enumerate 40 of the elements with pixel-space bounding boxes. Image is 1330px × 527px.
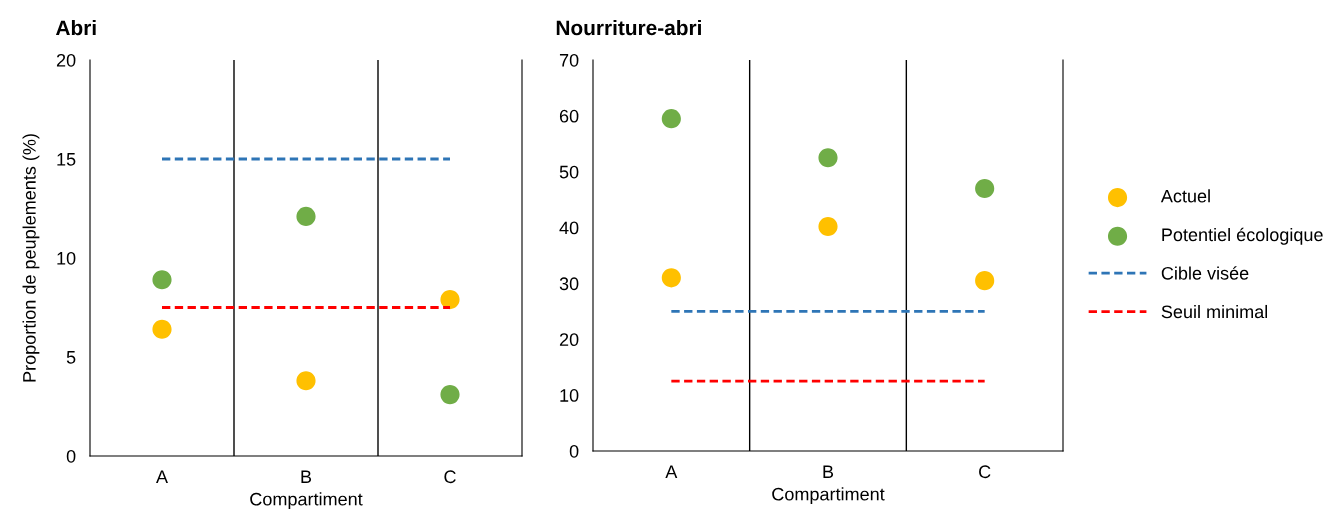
point	[296, 371, 316, 391]
point	[975, 271, 995, 291]
point	[152, 270, 172, 290]
y-tick-label: 10	[560, 389, 579, 402]
y-tick-label: 20	[559, 333, 579, 347]
y-tick-label: 0	[569, 444, 579, 458]
point	[440, 385, 460, 405]
y-tick-label: 0	[66, 449, 76, 463]
chart-title: Nourriture-abri	[556, 19, 701, 36]
y-tick-label: 30	[559, 277, 579, 291]
point	[661, 109, 681, 129]
point	[296, 206, 316, 226]
legend-label: Seuil minimal	[1161, 304, 1268, 319]
x-axis-title: Compartiment	[772, 487, 885, 505]
x-tick-label: B	[823, 465, 834, 478]
x-axis-title: Compartiment	[250, 492, 363, 510]
y-tick-label: 10	[57, 251, 76, 265]
y-tick-label: 15	[57, 153, 76, 166]
chart-title: Abri	[55, 19, 96, 36]
y-tick-label: 70	[559, 53, 579, 67]
x-tick-label: A	[156, 470, 168, 483]
x-tick-label: A	[665, 465, 678, 478]
point	[440, 290, 460, 310]
y-tick-label: 20	[56, 53, 76, 67]
point	[818, 148, 838, 168]
y-tick-label: 60	[559, 109, 579, 123]
y-axis-title: Proportion de peuplements (%)	[22, 134, 40, 382]
x-tick-label: B	[301, 470, 312, 483]
point	[661, 268, 681, 288]
legend-label: Potentiel écologique	[1162, 227, 1323, 245]
x-tick-label: C	[444, 470, 456, 484]
point	[818, 216, 838, 237]
point	[975, 178, 995, 199]
y-tick-label: 5	[66, 351, 76, 364]
legend-label: Actuel	[1160, 189, 1210, 203]
y-tick-label: 40	[559, 221, 579, 235]
y-tick-label: 50	[559, 165, 579, 179]
legend-label: Cible visée	[1161, 266, 1249, 280]
x-tick-label: C	[979, 465, 991, 479]
point	[152, 319, 172, 339]
